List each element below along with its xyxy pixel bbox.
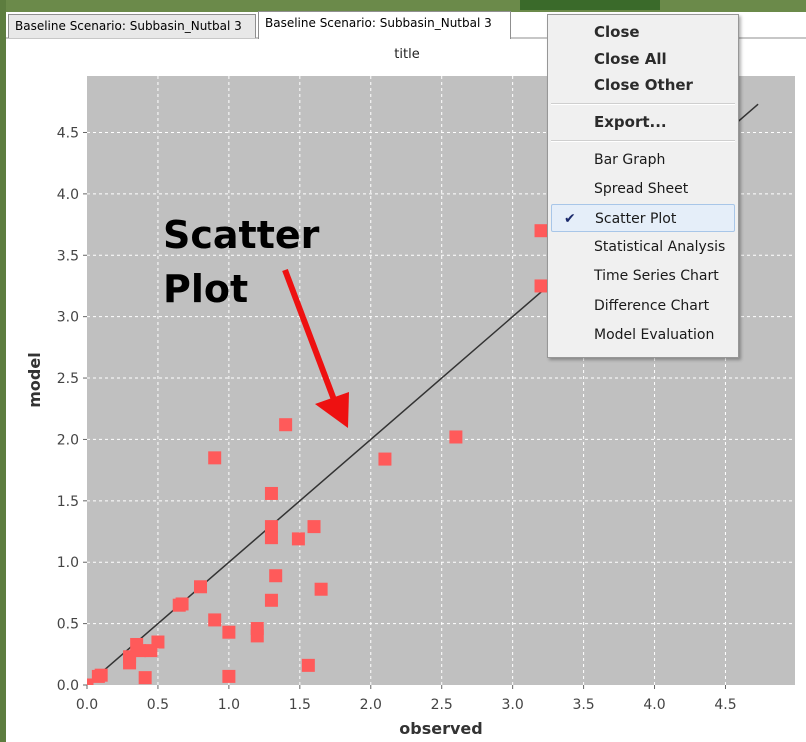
- x-tick-label: 0.0: [76, 697, 98, 713]
- data-point: [535, 279, 548, 292]
- y-tick-label: 4.5: [57, 125, 79, 141]
- data-point: [265, 531, 278, 544]
- data-point: [449, 430, 462, 443]
- menu-item-label: Difference Chart: [594, 298, 709, 314]
- screen: 0.0 0.5 1.0 1.5 2.0 2.5 3.0 3.5 4.0 4.5 0.0 0.5 1.0 1…: [0, 0, 806, 742]
- y-tick-label: 1.5: [57, 494, 79, 510]
- x-tick-label: 1.0: [218, 697, 240, 713]
- data-point: [92, 670, 105, 683]
- menu-item[interactable]: Close All: [551, 47, 735, 73]
- y-tick-label: 2.5: [57, 371, 79, 387]
- x-axis-label: observed: [399, 719, 482, 738]
- data-point: [269, 569, 282, 582]
- data-point: [308, 520, 321, 533]
- data-point: [194, 580, 207, 593]
- data-point: [265, 520, 278, 533]
- data-point: [208, 451, 221, 464]
- y-tick-label: 0.0: [57, 678, 79, 694]
- data-point: [208, 613, 221, 626]
- x-tick-label: 1.5: [289, 697, 311, 713]
- check-mark: ✔: [564, 205, 576, 233]
- menu-item-label: Scatter Plot: [595, 211, 676, 227]
- menu-item[interactable]: Statistical Analysis: [551, 233, 735, 261]
- data-point: [151, 636, 164, 649]
- background-map: [0, 0, 6, 742]
- context-menu: Close Close All Close Other Export... Bar Gr…: [547, 14, 739, 358]
- menu-item[interactable]: Model Evaluation: [551, 321, 735, 349]
- data-point: [222, 626, 235, 639]
- menu-separator: [551, 140, 735, 142]
- annotation: Scatter Plot: [163, 208, 313, 316]
- menu-item[interactable]: Close Other: [551, 73, 735, 99]
- menu-item[interactable]: Export...: [551, 109, 735, 136]
- y-tick-label: 2.0: [57, 432, 79, 448]
- menu-item-label: Spread Sheet: [594, 181, 688, 197]
- y-axis-label: model: [25, 352, 44, 407]
- data-point: [302, 659, 315, 672]
- menu-separator: [551, 103, 735, 105]
- menu-item[interactable]: Time Series Chart: [551, 262, 735, 290]
- y-tick-label: 1.0: [57, 555, 79, 571]
- menu-item[interactable]: Spread Sheet: [551, 175, 735, 203]
- menu-item-label: Model Evaluation: [594, 327, 714, 343]
- tab[interactable]: Baseline Scenario: Subbasin_Nutbal 3: [8, 14, 256, 38]
- data-point: [279, 418, 292, 431]
- background-map: [520, 0, 660, 10]
- data-point: [265, 487, 278, 500]
- y-tick-label: 4.0: [57, 187, 79, 203]
- x-tick-label: 4.0: [643, 697, 665, 713]
- data-point: [251, 629, 264, 642]
- data-point: [378, 453, 391, 466]
- data-point: [139, 671, 152, 684]
- tab-active[interactable]: Baseline Scenario: Subbasin_Nutbal 3: [258, 11, 511, 39]
- data-point: [535, 224, 548, 237]
- data-point: [265, 594, 278, 607]
- y-tick-label: 3.5: [57, 248, 79, 264]
- data-point: [315, 583, 328, 596]
- menu-item[interactable]: Scatter Plot ✔: [551, 204, 735, 232]
- data-point: [133, 644, 146, 657]
- chart-title: title: [394, 47, 419, 62]
- x-tick-label: 4.5: [714, 697, 736, 713]
- y-tick-label: 0.5: [57, 617, 79, 633]
- x-tick-label: 2.0: [360, 697, 382, 713]
- menu-item-label: Bar Graph: [594, 152, 665, 168]
- x-tick-label: 3.0: [502, 697, 524, 713]
- menu-item-label: Export...: [594, 113, 667, 131]
- menu-item[interactable]: Close: [551, 20, 735, 46]
- menu-item-label: Close: [594, 23, 640, 41]
- menu-item-label: Close All: [594, 50, 667, 68]
- menu-item-label: Close Other: [594, 76, 693, 94]
- menu-item-label: Time Series Chart: [594, 268, 719, 284]
- menu-item[interactable]: Bar Graph: [551, 146, 735, 174]
- x-tick-label: 0.5: [147, 697, 169, 713]
- menu-item[interactable]: Difference Chart: [551, 292, 735, 320]
- data-point: [292, 532, 305, 545]
- data-point: [222, 670, 235, 683]
- data-point: [176, 597, 189, 610]
- x-tick-label: 3.5: [572, 697, 594, 713]
- x-tick-label: 2.5: [431, 697, 453, 713]
- y-tick-label: 3.0: [57, 310, 79, 326]
- menu-item-label: Statistical Analysis: [594, 239, 725, 255]
